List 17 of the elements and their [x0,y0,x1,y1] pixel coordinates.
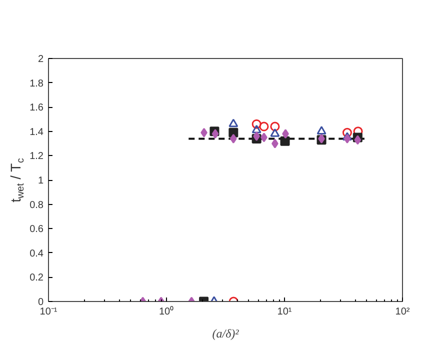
y-tick-label: 0.2 [30,272,44,284]
x-tick-label: 10² [395,306,410,318]
x-tick-label: 10⁻¹ [40,306,58,318]
y-tick-label: 1.8 [30,78,44,90]
y-tick-label: 1.4 [30,126,44,138]
y-tick-label: 0.8 [30,200,44,211]
y-tick-label: 1 [38,176,44,186]
y-tick-label: 1.2 [30,151,44,162]
y-tick-label: 1.6 [30,102,44,114]
x-tick-label: 10⁰ [158,306,174,318]
x-tick-label: 10¹ [277,306,292,318]
y-tick-label: 0.4 [30,248,44,260]
y-tick-label: 2 [38,54,44,65]
y-axis-title: twet / Tc [8,158,27,202]
y-tick-label: 0.6 [30,224,44,236]
y-tick-label: 0 [38,297,44,308]
x-axis-title: (a/δ)² [212,326,240,340]
